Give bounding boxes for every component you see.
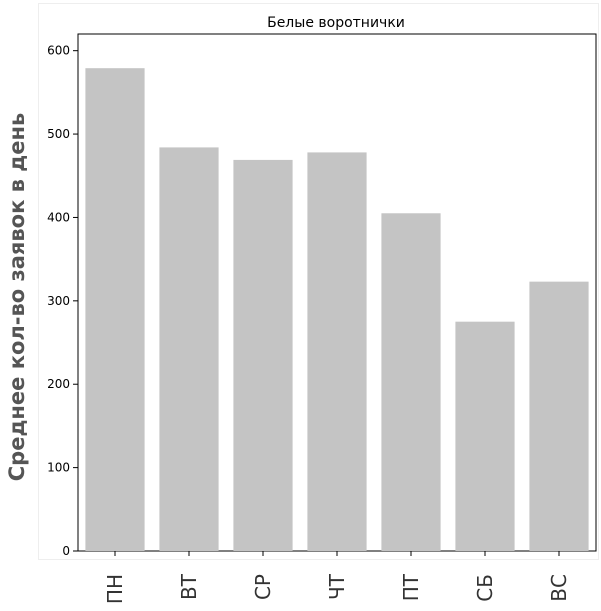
- y-tick-label: 0: [62, 544, 70, 558]
- x-axis: ПН ВТ СР ЧТ ПТ СБ ВС: [103, 551, 571, 604]
- y-tick-label: 400: [47, 210, 70, 224]
- y-axis-label: Среднее кол-во заявок в день: [5, 113, 29, 481]
- bar-2: [159, 147, 219, 552]
- x-category-label: ВТ: [177, 573, 201, 600]
- x-category-label: СБ: [473, 574, 497, 602]
- y-tick-label: 100: [47, 461, 70, 475]
- x-category-label: ВС: [547, 574, 571, 602]
- x-category-label: ПН: [103, 574, 127, 604]
- chart-title: Белые воротнички: [267, 15, 405, 31]
- bar-3: [233, 159, 293, 551]
- y-tick-label: 200: [47, 377, 70, 391]
- y-tick-label: 500: [47, 127, 70, 141]
- bar-5: [381, 213, 441, 551]
- bar-6: [455, 321, 515, 551]
- y-tick-label: 300: [47, 294, 70, 308]
- y-tick-label: 600: [47, 44, 70, 58]
- bars: [85, 68, 589, 552]
- bar-7: [529, 281, 589, 551]
- x-category-label: СР: [251, 574, 275, 600]
- bar-1: [85, 68, 145, 551]
- y-axis: 0 100 200 300 400 500 600: [47, 44, 78, 558]
- x-category-label: ПТ: [399, 573, 423, 601]
- bar-4: [307, 152, 367, 552]
- x-category-label: ЧТ: [325, 573, 349, 600]
